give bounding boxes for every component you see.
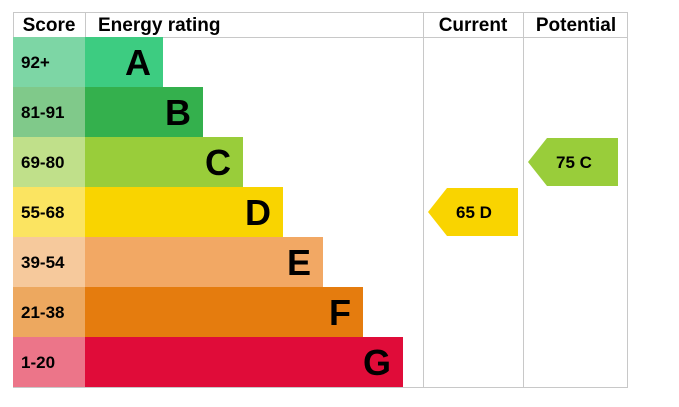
potential-rating-label: 75 C <box>556 153 592 172</box>
score-label-a: 92+ <box>21 53 50 72</box>
score-label-c: 69-80 <box>21 153 64 172</box>
band-letter-e: E <box>287 242 311 283</box>
rating-bands: 92+ A 81-91 B 69-80 C 55-68 D 39-54 E 21-38 F 1-20 G <box>13 37 403 387</box>
rating-arrows: 65 D 75 C <box>428 138 618 236</box>
band-bar-d <box>85 187 283 237</box>
band-letter-c: C <box>205 142 231 183</box>
band-bar-c <box>85 137 243 187</box>
band-letter-g: G <box>363 342 391 383</box>
score-label-f: 21-38 <box>21 303 64 322</box>
band-bar-e <box>85 237 323 287</box>
band-bar-g <box>85 337 403 387</box>
band-bar-f <box>85 287 363 337</box>
band-letter-f: F <box>329 292 351 333</box>
potential-header: Potential <box>536 15 616 36</box>
band-bar-b <box>85 87 203 137</box>
score-header: Score <box>23 15 76 36</box>
energy-rating-header: Energy rating <box>98 15 220 36</box>
score-cell-e <box>13 237 85 287</box>
score-label-e: 39-54 <box>21 253 65 272</box>
score-label-g: 1-20 <box>21 353 55 372</box>
score-cell-a <box>13 37 85 87</box>
band-letter-b: B <box>165 92 191 133</box>
score-cell-c <box>13 137 85 187</box>
current-arrow <box>428 188 518 236</box>
potential-arrow <box>528 138 618 186</box>
score-label-d: 55-68 <box>21 203 64 222</box>
band-letter-a: A <box>125 42 151 83</box>
band-letter-d: D <box>245 192 271 233</box>
score-cell-b <box>13 87 85 137</box>
score-label-b: 81-91 <box>21 103 64 122</box>
current-rating-label: 65 D <box>456 203 492 222</box>
score-cell-f <box>13 287 85 337</box>
score-cell-d <box>13 187 85 237</box>
band-bar-a <box>85 37 163 87</box>
current-header: Current <box>439 15 508 36</box>
score-cell-g <box>13 337 85 387</box>
